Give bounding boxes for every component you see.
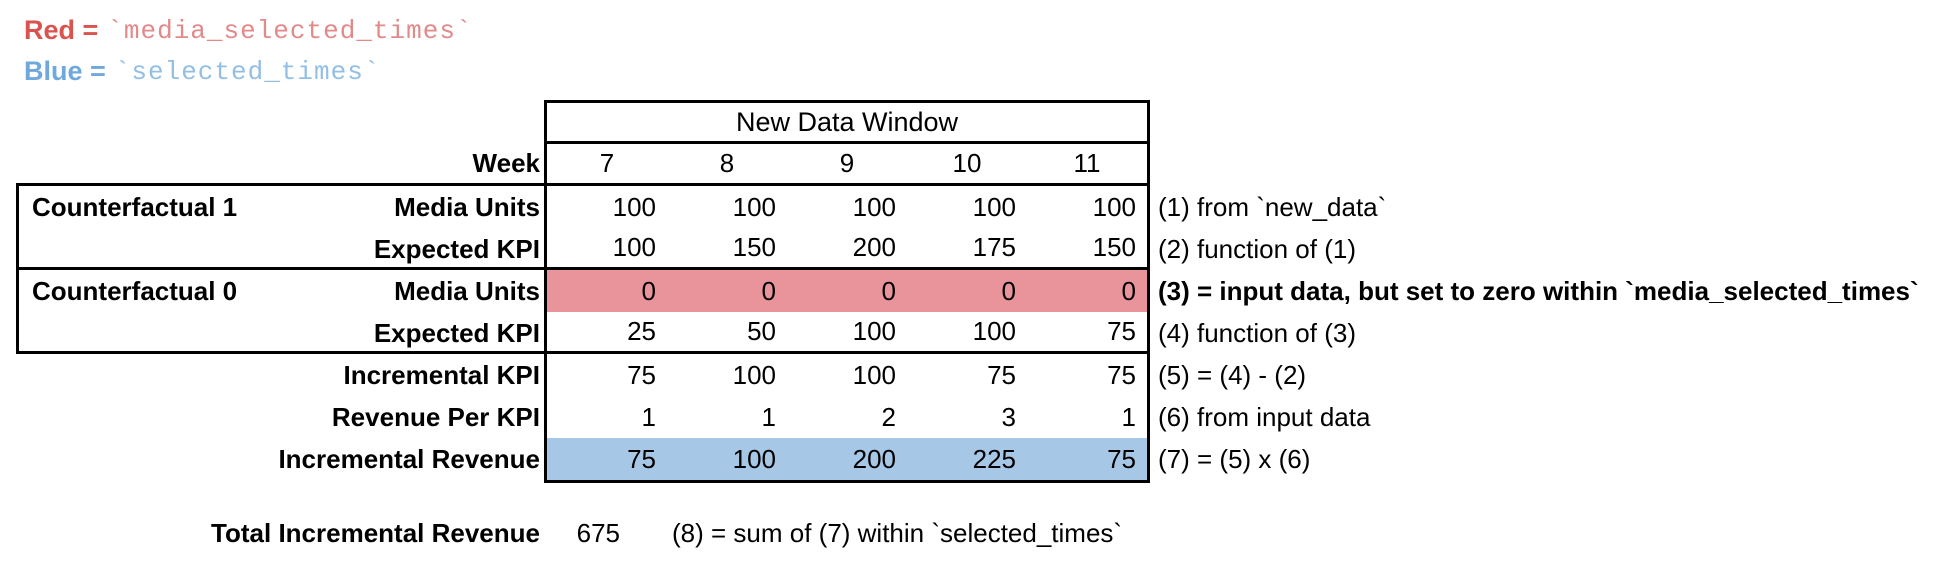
row-label-column: Media Units Expected KPI Media Units Exp… (0, 186, 540, 480)
week-cell: 11 (1073, 148, 1101, 178)
row-media-units-cf0-highlighted-red: 0 0 0 0 0 (547, 270, 1147, 312)
annotation-2: (2) function of (1) (1158, 233, 1356, 264)
table-cell: 100 (852, 359, 896, 390)
legend-red-label: Red = (24, 15, 99, 45)
legend-blue-code: `selected_times` (114, 56, 381, 87)
table-cell: 100 (852, 191, 896, 222)
week-cell: 8 (719, 148, 735, 178)
table-cell: 200 (852, 443, 896, 474)
annotation-column: (1) from `new_data` (2) function of (1) … (1158, 186, 1958, 480)
week-cell: 9 (839, 148, 855, 178)
legend-blue-label: Blue = (24, 56, 106, 86)
row-incremental-revenue-highlighted-blue: 75 100 200 225 75 (547, 438, 1147, 480)
table-cell: 225 (972, 443, 1016, 474)
counterfactual-bracket-box (16, 183, 544, 354)
table-cell: 0 (1121, 275, 1136, 306)
table-cell: 0 (641, 275, 656, 306)
annotation-8: (8) = sum of (7) within `selected_times` (672, 517, 1123, 548)
annotation-7: (7) = (5) x (6) (1158, 443, 1311, 474)
table-cell: 150 (732, 232, 776, 262)
row-expected-kpi-cf0: 25 50 100 100 75 (547, 312, 1147, 354)
table-cell: 0 (1001, 275, 1016, 306)
row-label-incremental-kpi: Incremental KPI (343, 359, 540, 390)
table-cell: 100 (612, 232, 656, 262)
table-cell: 1 (1121, 401, 1136, 432)
row-incremental-kpi: 75 100 100 75 75 (547, 354, 1147, 396)
table-cell: 100 (1092, 191, 1136, 222)
table-cell: 100 (612, 191, 656, 222)
table-cell: 50 (747, 316, 776, 346)
group-label-counterfactual-0: Counterfactual 0 (32, 275, 238, 306)
week-cell: 7 (599, 148, 615, 178)
week-number-row: 7 8 9 10 11 (547, 144, 1147, 186)
table-cell: 75 (627, 359, 656, 390)
annotation-3: (3) = input data, but set to zero within… (1158, 275, 1919, 306)
table-cell: 75 (1107, 359, 1136, 390)
legend-red-line: Red = `media_selected_times` (24, 10, 473, 51)
table-cell: 1 (641, 401, 656, 432)
total-incremental-revenue-value: 675 (576, 517, 620, 548)
table-cell: 100 (852, 316, 896, 346)
table-cell: 2 (881, 401, 896, 432)
table-cell: 100 (732, 191, 776, 222)
table-cell: 100 (972, 316, 1016, 346)
table-cell: 25 (627, 316, 656, 346)
table-cell: 75 (1107, 443, 1136, 474)
group-label-counterfactual-1: Counterfactual 1 (32, 191, 238, 222)
row-media-units-cf1: 100 100 100 100 100 (547, 186, 1147, 228)
table-cell: 0 (881, 275, 896, 306)
row-label-incremental-revenue: Incremental Revenue (278, 443, 540, 474)
row-revenue-per-kpi: 1 1 2 3 1 (547, 396, 1147, 438)
table-cell: 200 (852, 232, 896, 262)
row-label-revenue-per-kpi: Revenue Per KPI (331, 401, 540, 432)
table-cell: 0 (761, 275, 776, 306)
table-cell: 3 (1001, 401, 1016, 432)
legend-red-code: `media_selected_times` (107, 15, 473, 46)
table-cell: 75 (987, 359, 1016, 390)
table-cell: 75 (627, 443, 656, 474)
annotation-1: (1) from `new_data` (1158, 191, 1387, 222)
row-label-media-units-cf0: Media Units (394, 275, 540, 306)
legend-blue-line: Blue = `selected_times` (24, 51, 473, 92)
annotation-6: (6) from input data (1158, 401, 1371, 432)
data-grid: New Data Window 7 8 9 10 11 100 100 100 … (544, 100, 1150, 483)
annotation-4: (4) function of (3) (1158, 317, 1356, 348)
table-cell: 175 (972, 232, 1016, 262)
table-cell: 1 (761, 401, 776, 432)
annotation-5: (5) = (4) - (2) (1158, 359, 1307, 390)
row-label-media-units-cf1: Media Units (394, 191, 540, 222)
row-expected-kpi-cf1: 100 150 200 175 150 (547, 228, 1147, 270)
week-cell: 10 (952, 148, 982, 178)
counterfactual-divider-line (19, 186, 544, 270)
table-cell: 75 (1107, 316, 1136, 346)
total-incremental-revenue-label: Total Incremental Revenue (211, 517, 540, 548)
week-row-label: Week (472, 147, 540, 178)
row-label-expected-kpi-cf0: Expected KPI (373, 317, 540, 348)
table-cell: 150 (1092, 232, 1136, 262)
color-legend: Red = `media_selected_times` Blue = `sel… (24, 10, 473, 92)
row-label-expected-kpi-cf1: Expected KPI (373, 233, 540, 264)
table-cell: 100 (972, 191, 1016, 222)
new-data-window-header: New Data Window (547, 103, 1147, 144)
table-cell: 100 (732, 443, 776, 474)
table-cell: 100 (732, 359, 776, 390)
